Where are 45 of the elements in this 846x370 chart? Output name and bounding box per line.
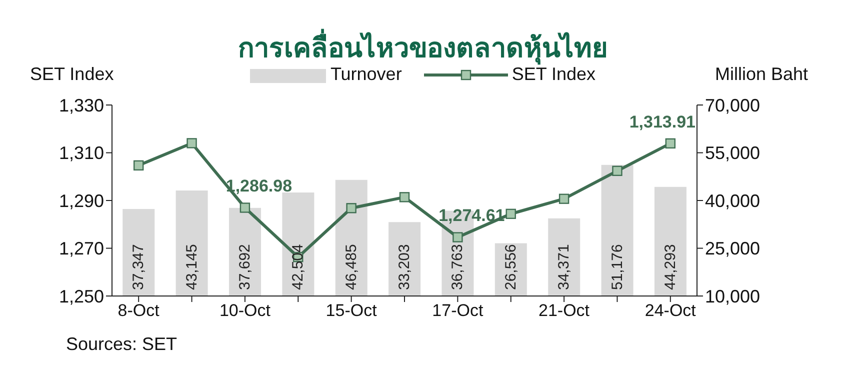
y-tick-label: 1,290 xyxy=(58,190,104,211)
y2-tick-label: 55,000 xyxy=(705,143,760,164)
x-tick-label: 10-Oct xyxy=(219,301,271,320)
y-tick-label: 1,310 xyxy=(58,143,104,164)
y2-axis-title: Million Baht xyxy=(715,64,808,85)
x-tick-label: 21-Oct xyxy=(538,301,590,320)
point xyxy=(346,203,356,214)
x-tick-label: 8-Oct xyxy=(118,301,160,320)
data-label: 51,176 xyxy=(608,244,626,290)
data-label: 1,286.98 xyxy=(226,176,292,196)
point xyxy=(612,166,622,176)
point xyxy=(506,208,516,219)
y2-tick-label: 70,000 xyxy=(705,95,760,116)
legend-label: SET Index xyxy=(512,64,596,85)
point xyxy=(452,232,463,242)
y-tick-label: 1,270 xyxy=(58,238,104,259)
data-label: 43,145 xyxy=(183,244,200,290)
point xyxy=(186,138,197,148)
data-label: 44,293 xyxy=(662,244,679,290)
data-label: 37,692 xyxy=(236,244,254,290)
x-tick-label: 17-Oct xyxy=(432,301,484,320)
data-label: 46,485 xyxy=(342,244,360,290)
data-label: 36,763 xyxy=(449,244,466,290)
data-label: 1,274.61 xyxy=(438,206,505,226)
source-note: Sources: SET xyxy=(66,334,178,355)
data-label: 42,504 xyxy=(290,244,307,290)
x-tick-label: 24-Oct xyxy=(644,301,696,320)
point xyxy=(558,194,570,204)
point xyxy=(399,192,410,202)
y2-tick-label: 10,000 xyxy=(705,286,760,306)
legend-label: Turnover xyxy=(330,64,402,85)
y2-tick-label: 40,000 xyxy=(705,190,760,211)
y2-tick-label: 25,000 xyxy=(705,238,760,259)
data-label: 37,347 xyxy=(130,244,148,290)
data-label: 26,556 xyxy=(502,244,520,290)
data-label: 34,371 xyxy=(556,244,573,290)
point xyxy=(240,202,250,213)
point xyxy=(133,160,144,171)
y-tick-label: 1,250 xyxy=(58,286,104,306)
x-tick-label: 15-Oct xyxy=(326,301,378,320)
point xyxy=(665,138,676,149)
data-label: 1,313.91 xyxy=(629,112,696,132)
data-label: 33,203 xyxy=(396,244,414,290)
y-axis-title: SET Index xyxy=(30,64,114,85)
y-tick-label: 1,330 xyxy=(58,95,104,116)
